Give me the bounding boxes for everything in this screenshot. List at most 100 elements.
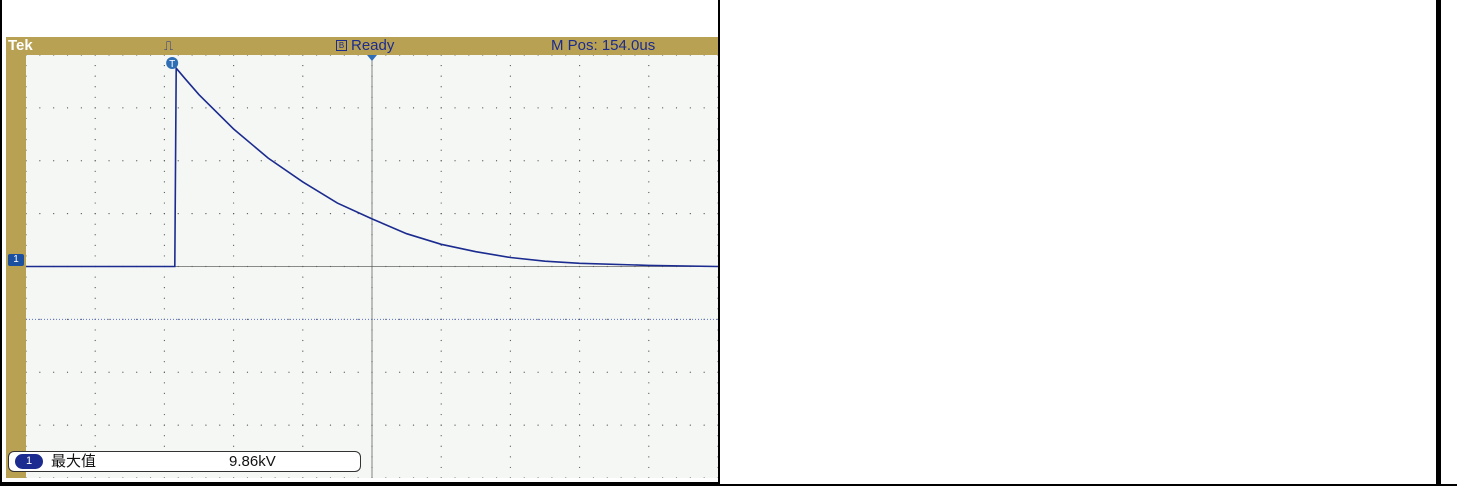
grid-dot (357, 424, 359, 426)
grid-dot (689, 477, 691, 479)
grid-dot (689, 424, 691, 426)
grid-dot (205, 54, 207, 56)
grid-dot (80, 160, 82, 162)
grid-dot (177, 107, 179, 109)
grid-dot (606, 213, 608, 215)
grid-dot (509, 117, 511, 120)
grid-dot (260, 371, 262, 373)
grid-dot (343, 477, 345, 479)
grid-dot (717, 181, 719, 183)
grid-dot (108, 477, 110, 479)
grid-dot (579, 424, 581, 426)
grid-dot (94, 308, 96, 310)
grid-dot (94, 255, 96, 257)
grid-dot (260, 424, 262, 426)
grid-dot (579, 64, 581, 67)
grid-dot (163, 170, 165, 172)
grid-dot (648, 403, 650, 405)
grid-dot (233, 339, 235, 342)
grid-dot (233, 202, 235, 204)
grid-dot (454, 160, 456, 162)
trigger-position-marker[interactable]: T (166, 57, 179, 70)
grid-dot (80, 213, 82, 215)
grid-dot (94, 477, 96, 479)
channel-1-marker[interactable]: 1 (8, 254, 24, 266)
grid-dot (108, 54, 110, 56)
grid-dot (233, 329, 235, 331)
grid-dot (717, 128, 719, 130)
grid-dot (163, 371, 165, 373)
grid-dot (25, 244, 27, 246)
measurement-readout[interactable]: 1 最大值 9.86kV (8, 451, 361, 472)
grid-dot (233, 361, 235, 363)
grid-dot (509, 160, 511, 162)
grid-dot (149, 107, 152, 109)
grid-dot (440, 382, 442, 384)
grid-dot (260, 160, 262, 162)
measure-name: 最大值 (51, 453, 97, 470)
grid-dot (509, 456, 511, 458)
grid-dot (302, 170, 304, 172)
grid-dot (509, 181, 511, 183)
grid-dot (648, 117, 650, 120)
grid-dot (163, 329, 165, 331)
grid-dot (440, 329, 442, 331)
grid-dot (357, 318, 359, 320)
grid-dot (357, 477, 359, 479)
grid-dot (66, 424, 69, 426)
grid-dot (274, 160, 276, 162)
grid-dot (94, 107, 96, 109)
grid-dot (579, 350, 581, 352)
grid-dot (579, 170, 581, 172)
grid-dot (579, 456, 581, 458)
grid-dot (191, 213, 193, 215)
grid-dot (94, 329, 96, 331)
grid-dot (648, 170, 650, 172)
grid-dot (53, 213, 55, 215)
grid-dot (25, 297, 27, 299)
grid-dot (579, 160, 581, 162)
grid-dot (233, 445, 235, 447)
grid-dot (579, 392, 581, 394)
grid-dot (717, 371, 719, 373)
grid-dot (537, 424, 539, 426)
grid-dot (579, 139, 581, 141)
grid-dot (302, 149, 304, 151)
grid-dot (316, 477, 318, 479)
grid-dot (233, 287, 235, 289)
grid-dot (94, 149, 96, 151)
grid-dot (634, 424, 636, 426)
grid-dot (717, 329, 719, 331)
grid-dot (122, 371, 124, 373)
grid-dot (191, 424, 193, 426)
grid-dot (412, 371, 415, 373)
grid-dot (495, 213, 498, 215)
grid-dot (219, 213, 221, 215)
grid-dot (39, 318, 41, 320)
grid-dot (25, 339, 27, 342)
grid-dot (509, 382, 511, 384)
grid-dot (717, 276, 719, 278)
grid-dot (316, 160, 318, 162)
grid-dot (412, 107, 415, 109)
grid-dot (440, 445, 442, 447)
grid-dot (302, 244, 304, 246)
grid-dot (94, 213, 96, 215)
grid-dot (246, 477, 249, 479)
grid-dot (648, 191, 650, 194)
grid-dot (94, 160, 96, 162)
grid-dot (302, 223, 304, 225)
grid-dot (606, 318, 608, 320)
grid-dot (25, 392, 27, 394)
grid-dot (122, 213, 124, 215)
grid-dot (94, 86, 96, 88)
grid-dot (579, 244, 581, 246)
grid-dot (25, 361, 27, 363)
grid-dot (662, 107, 664, 109)
grid-dot (191, 160, 193, 162)
grid-dot (25, 445, 27, 447)
grid-dot (454, 54, 456, 56)
grid-dot (25, 191, 27, 194)
grid-dot (163, 424, 165, 426)
grid-dot (689, 107, 691, 109)
